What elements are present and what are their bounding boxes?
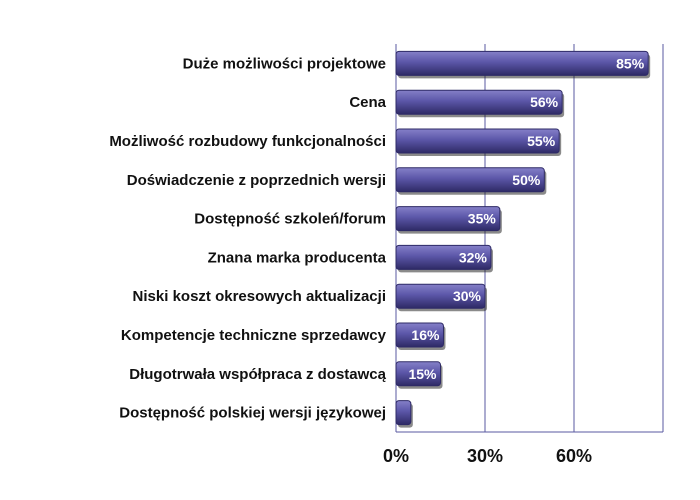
bar-4: [395, 206, 501, 232]
bar-1: [395, 89, 563, 115]
category-label-4: Dostępność szkoleń/forum: [194, 211, 386, 228]
bar-5: [395, 244, 492, 270]
category-label-3: Doświadczenie z poprzednich wersji: [127, 172, 386, 189]
bar-9: [395, 400, 412, 426]
x-tick-label-0: 0%: [383, 446, 409, 466]
bar-value-label-8: 15%: [408, 366, 437, 382]
category-labels: Duże możliwości projektowe Cena Możliwość …: [109, 55, 386, 421]
category-label-6: Niski koszt okresowych aktualizacji: [133, 288, 386, 305]
bar-value-label-5: 32%: [459, 249, 488, 265]
category-label-5: Znana marka producenta: [208, 249, 387, 266]
bar-0: [395, 50, 649, 76]
bars: 85% 56% 55% 50% 35% 32% 30% 16% 15%: [395, 50, 651, 428]
bar-8: [395, 361, 441, 387]
x-tick-label-2: 60%: [556, 446, 592, 466]
bar-7: [395, 322, 444, 348]
bar-value-label-6: 30%: [453, 288, 482, 304]
bar-6: [395, 283, 486, 309]
bar-3: [395, 167, 545, 193]
bar-value-label-0: 85%: [616, 55, 645, 71]
bar-value-label-2: 55%: [527, 133, 556, 149]
category-label-9: Dostępność polskiej wersji językowej: [119, 405, 386, 422]
bar-value-label-3: 50%: [512, 172, 541, 188]
category-label-2: Możliwość rozbudowy funkcjonalności: [109, 133, 386, 150]
x-axis-ticks: 0% 30% 60%: [383, 446, 592, 466]
category-label-8: Długotrwała współpraca z dostawcą: [129, 366, 386, 383]
category-label-7: Kompetencje techniczne sprzedawcy: [121, 327, 387, 344]
bar-value-label-7: 16%: [411, 327, 440, 343]
bar-value-label-4: 35%: [468, 211, 497, 227]
bar-2: [395, 128, 560, 154]
bar-value-label-1: 56%: [530, 94, 559, 110]
category-label-0: Duże możliwości projektowe: [183, 55, 386, 72]
category-label-1: Cena: [349, 94, 386, 111]
x-tick-label-1: 30%: [467, 446, 503, 466]
